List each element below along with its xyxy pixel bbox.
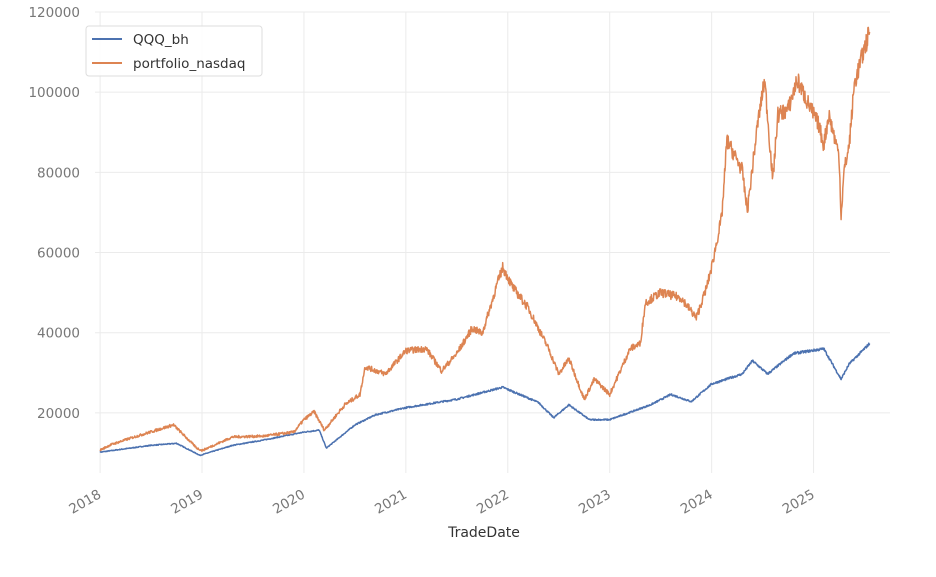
x-axis-label: TradeDate xyxy=(447,525,520,541)
x-tick-label: 2025 xyxy=(780,487,818,518)
legend: QQQ_bh portfolio_nasdaq xyxy=(85,25,263,77)
y-tick-label: 80000 xyxy=(37,165,80,181)
x-tick-label: 2020 xyxy=(270,487,308,518)
x-tick-label: 2018 xyxy=(66,487,104,518)
x-tick-label: 2021 xyxy=(372,487,410,518)
y-tick-label: 60000 xyxy=(37,246,80,262)
y-axis-ticks: 20000 40000 60000 80000 100000 120000 xyxy=(28,5,80,422)
series-lines xyxy=(99,26,871,457)
y-tick-label: 40000 xyxy=(37,326,80,342)
x-tick-label: 2023 xyxy=(576,487,614,518)
y-tick-label: 20000 xyxy=(37,406,80,422)
x-tick-label: 2019 xyxy=(168,487,206,518)
legend-label-qqq-bh: QQQ_bh xyxy=(133,32,189,48)
x-tick-label: 2022 xyxy=(474,487,512,518)
series-line-qqq-bh xyxy=(99,342,871,457)
series-line-portfolio-nasdaq xyxy=(99,26,871,452)
legend-label-portfolio-nasdaq: portfolio_nasdaq xyxy=(133,56,245,72)
y-tick-label: 100000 xyxy=(28,85,80,101)
x-axis-ticks: 2018 2019 2020 2021 2022 2023 2024 2025 xyxy=(66,487,817,518)
y-tick-label: 120000 xyxy=(28,5,80,21)
x-tick-label: 2024 xyxy=(678,487,716,518)
gridlines xyxy=(95,11,890,473)
